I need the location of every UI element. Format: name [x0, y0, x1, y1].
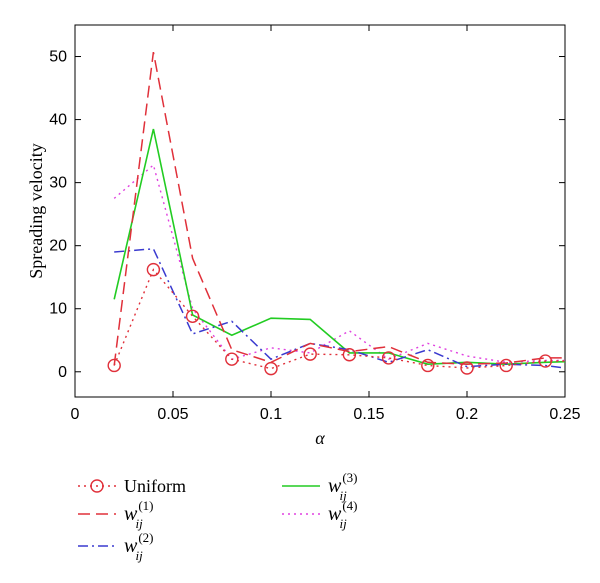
series-2	[114, 248, 566, 369]
legend-label: w(3) ij	[328, 470, 358, 503]
plot-area	[74, 24, 566, 398]
data-point	[225, 352, 239, 366]
x-tick-label: 0.1	[260, 406, 282, 423]
legend-item-4: w(4) ij	[282, 498, 358, 531]
legend-item-0: Uniform	[78, 476, 186, 496]
series-1	[113, 51, 565, 366]
data-point	[264, 361, 278, 376]
y-tick-label: 20	[49, 238, 67, 255]
x-tick-label: 0.25	[549, 406, 580, 423]
data-point	[421, 358, 435, 373]
series-line	[113, 51, 565, 366]
y-tick-label: 0	[58, 364, 67, 381]
plot-frame	[74, 24, 566, 398]
legend-item-1: w(1) ij	[78, 498, 154, 531]
y-tick-label: 30	[49, 175, 67, 192]
legend-label: w(1) ij	[124, 498, 154, 531]
legend-item-3: w(3) ij	[282, 470, 358, 503]
x-tick-label: 0.15	[353, 406, 384, 423]
series-line	[114, 248, 566, 369]
y-tick-label: 40	[49, 112, 67, 129]
y-tick-label: 10	[49, 301, 67, 318]
y-tick-label: 50	[49, 49, 67, 66]
data-point	[342, 348, 357, 362]
legend-label: w(4) ij	[328, 498, 358, 531]
x-tick-label: 0.2	[456, 406, 478, 423]
data-point	[303, 347, 317, 361]
y-axis-label: Spreading velocity	[26, 143, 46, 278]
x-tick-label: 0	[71, 406, 80, 423]
data-point	[499, 358, 513, 373]
legend-label: Uniform	[124, 476, 186, 496]
legend-label: w(2) ij	[124, 530, 154, 563]
data-point	[185, 309, 200, 323]
data-point	[460, 361, 474, 375]
series-layer	[107, 51, 566, 376]
series-3	[113, 128, 566, 366]
data-point	[381, 351, 396, 365]
x-axis-label: α	[315, 428, 325, 448]
legend-item-2: w(2) ij	[78, 530, 154, 563]
series-0	[107, 262, 565, 376]
series-line	[113, 128, 566, 366]
data-point	[146, 262, 161, 277]
legend-marker	[90, 479, 104, 493]
series-line	[113, 268, 565, 370]
data-point	[107, 358, 121, 373]
axis-ticks: 0 0.05 0.1 0.15 0.2 0.25 0 10 20 30 40 50	[49, 25, 581, 423]
x-tick-label: 0.05	[157, 406, 188, 423]
data-point	[538, 354, 553, 368]
